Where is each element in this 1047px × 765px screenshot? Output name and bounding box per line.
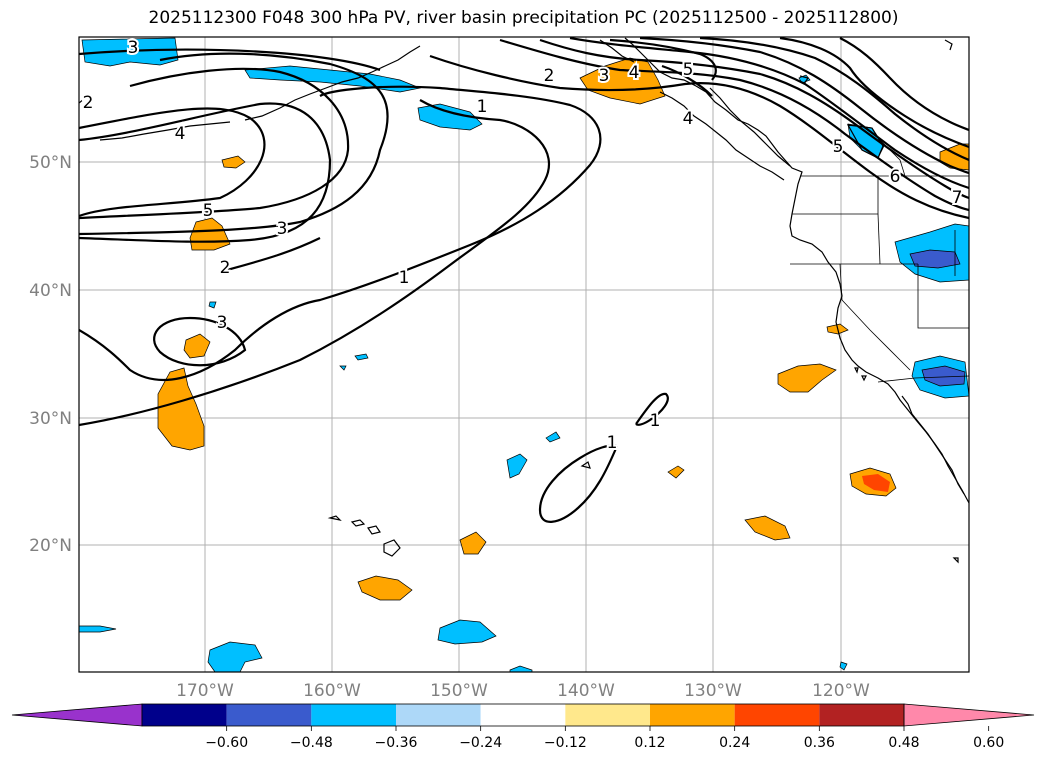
political-borders (790, 139, 969, 383)
lat-label-20n: 20°N (29, 536, 72, 556)
contour-label: 1 (399, 268, 410, 288)
longitude-labels: 170°W 160°W 150°W 140°W 130°W 120°W (176, 681, 870, 701)
pv-contours (79, 37, 969, 523)
colorbar-tick-label: 0.24 (719, 735, 750, 751)
contour-label: 4 (175, 124, 186, 144)
contour-labels: 3 2 4 5 3 2 3 1 2 3 4 5 1 4 5 6 7 1 1 (81, 37, 965, 455)
contour-label: 3 (277, 219, 288, 239)
contour-label: 3 (599, 66, 610, 86)
colorbar-bin (480, 704, 566, 726)
coastlines (79, 37, 969, 564)
colorbar-tick-label: 0.48 (888, 735, 919, 751)
contour-label: 1 (477, 97, 488, 117)
colorbar-bin (565, 704, 650, 726)
colorbar-extend-low (11, 703, 143, 727)
contour-label: 3 (217, 313, 228, 333)
map-title: 2025112300 F048 300 hPa PV, river basin … (148, 8, 899, 28)
colorbar-bin (734, 704, 820, 726)
lon-label-160w: 160°W (303, 681, 361, 701)
colorbar-bin (819, 704, 904, 726)
map-area (79, 37, 969, 672)
lat-label-30n: 30°N (29, 409, 72, 429)
contour-label: 5 (833, 137, 844, 157)
latitude-labels: 50°N 40°N 30°N 20°N (29, 153, 72, 556)
colorbar-tick-label: −0.36 (375, 735, 418, 751)
lat-label-40n: 40°N (29, 281, 72, 301)
contour-label: 1 (650, 411, 661, 431)
contour-label: 1 (607, 433, 618, 453)
contour-label: 2 (83, 93, 94, 113)
colorbar-bin (226, 704, 312, 726)
contour-label: 3 (128, 38, 139, 58)
lon-label-170w: 170°W (176, 681, 234, 701)
contour-label: 6 (890, 167, 901, 187)
colorbar: −0.60 −0.48 −0.36 −0.24 −0.12 0.12 0.24 0.36 0.4… (11, 703, 1035, 751)
colorbar-bin (396, 704, 481, 726)
colorbar-tick-label: −0.60 (205, 735, 248, 751)
colorbar-tick-label: −0.48 (290, 735, 333, 751)
lon-label-140w: 140°W (557, 681, 615, 701)
colorbar-extend-high (903, 703, 1035, 727)
colorbar-bin (142, 704, 227, 726)
contour-label: 2 (544, 66, 555, 86)
lon-label-120w: 120°W (812, 681, 870, 701)
contour-label: 2 (220, 258, 231, 278)
map-frame (78, 36, 970, 673)
contour-label: 4 (629, 63, 640, 83)
colorbar-tick-label: 0.12 (634, 735, 665, 751)
graticule (79, 37, 969, 672)
contour-label: 5 (683, 60, 694, 80)
lon-label-130w: 130°W (684, 681, 742, 701)
lon-label-150w: 150°W (430, 681, 488, 701)
lat-label-50n: 50°N (29, 153, 72, 173)
colorbar-tick-label: −0.12 (544, 735, 587, 751)
colorbar-outline (141, 703, 905, 727)
colorbar-tick-label: 0.60 (973, 735, 1004, 751)
colorbar-bin (650, 704, 735, 726)
colorbar-bin (311, 704, 396, 726)
contour-label: 7 (952, 188, 963, 208)
contour-label: 5 (203, 201, 214, 221)
contour-label: 4 (683, 109, 694, 129)
colorbar-tick-label: −0.24 (459, 735, 502, 751)
colorbar-tick-label: 0.36 (804, 735, 835, 751)
